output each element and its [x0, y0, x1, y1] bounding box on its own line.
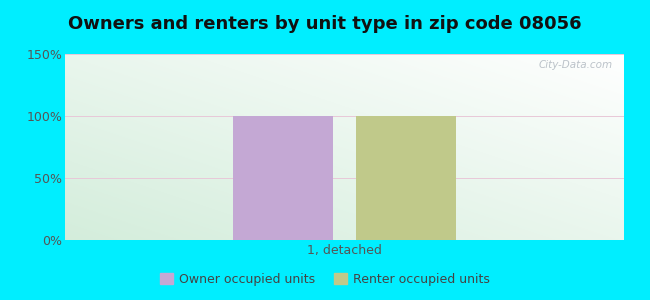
Bar	[356, 116, 456, 240]
Text: City-Data.com: City-Data.com	[539, 60, 613, 70]
Legend: Owner occupied units, Renter occupied units: Owner occupied units, Renter occupied un…	[155, 268, 495, 291]
Text: Owners and renters by unit type in zip code 08056: Owners and renters by unit type in zip c…	[68, 15, 582, 33]
Bar	[233, 116, 333, 240]
